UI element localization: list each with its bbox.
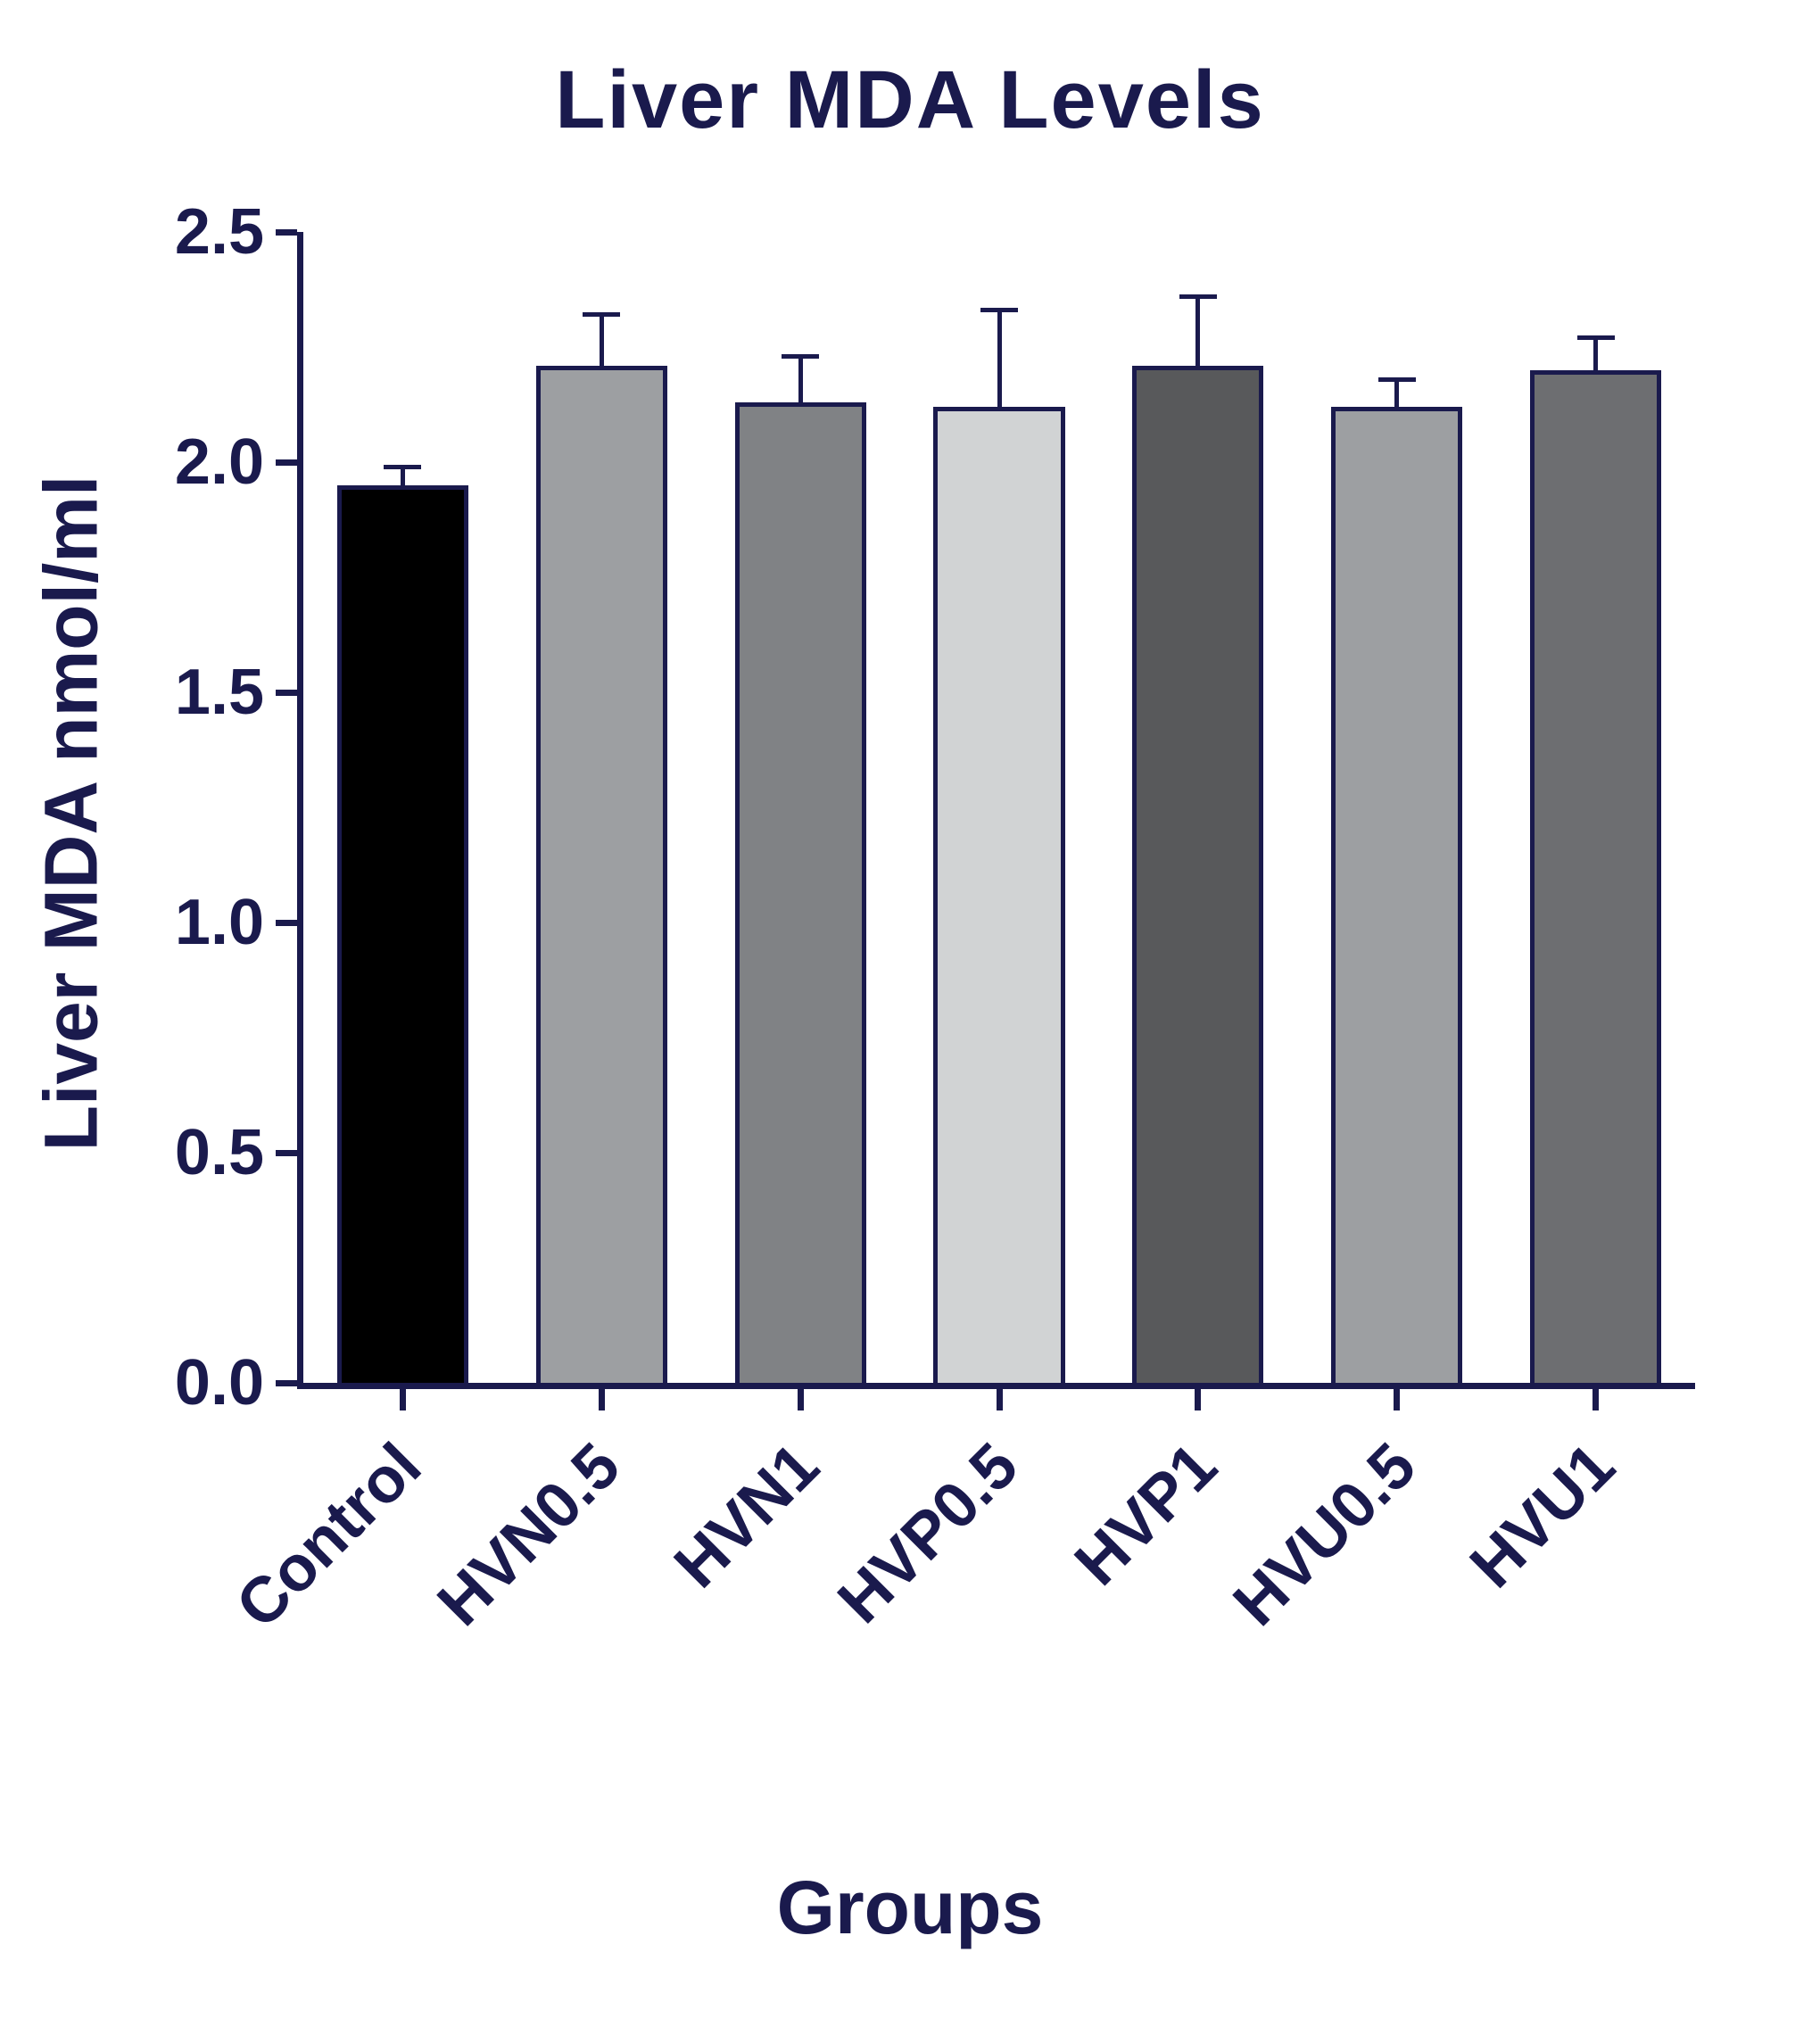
error-bar-cap <box>384 465 421 469</box>
error-bar-cap <box>980 308 1018 312</box>
error-bar <box>1195 296 1200 365</box>
x-tick <box>599 1389 605 1410</box>
x-axis-line <box>297 1383 1695 1389</box>
bar <box>933 407 1064 1383</box>
x-tick <box>997 1389 1003 1410</box>
y-axis-line <box>297 232 303 1389</box>
x-tick <box>1195 1389 1201 1410</box>
bar <box>337 485 468 1383</box>
error-bar-cap <box>1577 335 1615 340</box>
bar <box>735 402 866 1383</box>
y-tick <box>276 1380 297 1386</box>
error-bar <box>798 356 803 402</box>
y-tick-label: 1.0 <box>175 886 264 959</box>
y-tick <box>276 459 297 466</box>
y-tick-label: 2.0 <box>175 426 264 499</box>
bar <box>536 366 667 1383</box>
chart-title: Liver MDA Levels <box>0 54 1820 147</box>
y-tick <box>276 920 297 926</box>
x-tick <box>798 1389 804 1410</box>
error-bar <box>1394 379 1399 407</box>
x-tick <box>1394 1389 1400 1410</box>
error-bar <box>401 467 405 485</box>
y-tick <box>276 1150 297 1156</box>
y-tick-label: 1.5 <box>175 656 264 729</box>
y-tick <box>276 229 297 236</box>
bar <box>1331 407 1462 1383</box>
figure: Liver MDA Levels 0.00.51.01.52.02.5Contr… <box>0 0 1820 2035</box>
x-tick <box>1592 1389 1599 1410</box>
error-bar-cap <box>1378 377 1416 382</box>
error-bar-cap <box>583 312 620 317</box>
y-tick-label: 0.0 <box>175 1346 264 1419</box>
bar <box>1530 370 1661 1383</box>
error-bar <box>1593 338 1598 370</box>
x-axis-label: Groups <box>0 1865 1820 1951</box>
y-axis-label: Liver MDA nmol/ml <box>29 368 115 1260</box>
y-tick-label: 0.5 <box>175 1116 264 1189</box>
error-bar-cap <box>782 354 819 359</box>
error-bar <box>997 310 1002 407</box>
x-tick <box>400 1389 406 1410</box>
error-bar <box>600 315 604 366</box>
plot-area: 0.00.51.01.52.02.5ControlHVN0.5HVN1HVP0.… <box>303 232 1695 1383</box>
bar <box>1132 366 1263 1383</box>
error-bar-cap <box>1179 294 1217 299</box>
y-tick-label: 2.5 <box>175 195 264 269</box>
y-tick <box>276 690 297 696</box>
